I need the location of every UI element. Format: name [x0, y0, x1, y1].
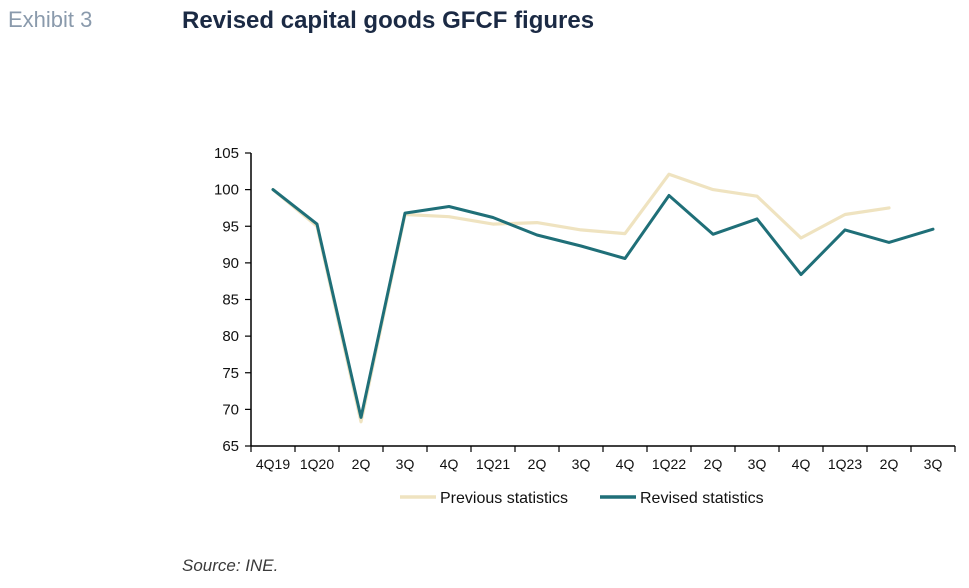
y-tick-label: 70 [222, 401, 239, 418]
series-line-previous [271, 172, 891, 424]
x-tick-label: 4Q19 [256, 456, 290, 472]
y-tick-label: 100 [214, 182, 239, 199]
y-tick-label: 65 [222, 438, 239, 455]
x-tick-label: 2Q [704, 456, 723, 472]
x-tick-label: 1Q21 [476, 456, 510, 472]
x-tick-label: 3Q [924, 456, 943, 472]
y-tick-label: 80 [222, 328, 239, 345]
source-note: Source: INE. [182, 556, 279, 575]
x-tick-label: 3Q [396, 456, 415, 472]
chart-title: Revised capital goods GFCF figures [182, 7, 595, 34]
x-tick-label: 4Q [792, 456, 811, 472]
x-tick-label: 3Q [748, 456, 767, 472]
exhibit-label: Exhibit 3 [8, 7, 93, 32]
x-tick-label: 1Q23 [828, 456, 862, 472]
legend-label: Previous statistics [440, 490, 568, 507]
x-tick-label: 1Q20 [300, 456, 334, 472]
x-tick-label: 3Q [572, 456, 591, 472]
legend-label: Revised statistics [640, 490, 764, 507]
chart-legend: Previous statistics Revised statistics [400, 490, 764, 507]
x-tick-label: 2Q [352, 456, 371, 472]
x-tick-label: 2Q [528, 456, 547, 472]
y-tick-label: 105 [214, 145, 239, 162]
x-tick-label: 1Q22 [652, 456, 686, 472]
chart-lines [271, 172, 935, 424]
y-tick-label: 75 [222, 365, 239, 382]
series-line-revised [271, 188, 935, 419]
y-tick-label: 85 [222, 292, 239, 309]
y-tick-label: 90 [222, 255, 239, 272]
chart-axes: 65 70 75 80 85 90 95 100 105 4Q19 1Q20 2Q 3Q 4Q 1Q21 2Q… [214, 145, 956, 472]
x-tick-label: 4Q [616, 456, 635, 472]
x-tick-label: 4Q [440, 456, 459, 472]
x-tick-label: 2Q [880, 456, 899, 472]
y-tick-label: 95 [222, 218, 239, 235]
